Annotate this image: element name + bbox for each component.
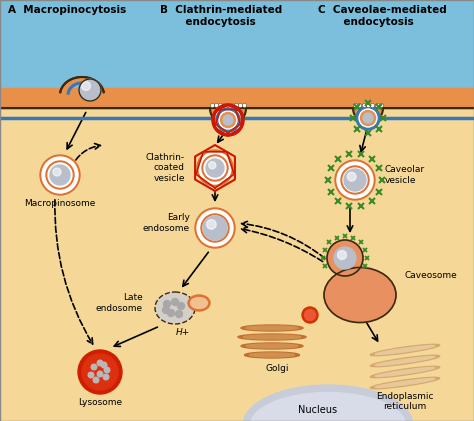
Circle shape [223,115,233,125]
Circle shape [363,113,373,123]
Circle shape [195,208,235,248]
Circle shape [203,216,227,240]
Circle shape [50,165,70,185]
Polygon shape [60,77,104,93]
Circle shape [335,160,375,200]
Circle shape [175,311,182,317]
Ellipse shape [370,344,440,356]
Text: Nucleus: Nucleus [299,405,337,415]
Circle shape [197,210,233,246]
Polygon shape [353,108,383,123]
Ellipse shape [375,346,435,354]
Text: Lysosome: Lysosome [78,398,122,407]
Ellipse shape [191,298,208,309]
Circle shape [42,157,78,193]
Text: Clathrin-
coated
vesicle: Clathrin- coated vesicle [146,153,185,183]
Circle shape [201,214,229,242]
Circle shape [203,216,227,240]
Ellipse shape [370,377,440,389]
Circle shape [220,112,236,128]
Circle shape [93,377,99,383]
Text: Caveosome: Caveosome [405,271,458,280]
Circle shape [53,168,61,176]
Text: H+: H+ [176,328,190,337]
Ellipse shape [375,368,435,376]
Circle shape [334,247,356,269]
Circle shape [337,250,346,259]
Circle shape [302,307,318,323]
Ellipse shape [241,325,303,331]
Circle shape [163,306,170,314]
Ellipse shape [243,335,301,339]
Bar [0,110,474,421]
Circle shape [207,220,216,229]
Text: Caveolar
vesicle: Caveolar vesicle [385,165,425,185]
Ellipse shape [370,355,440,367]
Circle shape [209,162,216,169]
Circle shape [82,354,118,390]
Circle shape [206,159,224,177]
Circle shape [167,309,174,317]
Circle shape [103,374,109,380]
Ellipse shape [375,357,435,365]
Ellipse shape [188,295,210,311]
Circle shape [46,161,74,189]
Circle shape [97,371,103,377]
Text: A  Macropinocytosis: A Macropinocytosis [8,5,126,15]
Circle shape [327,240,363,276]
Circle shape [343,168,367,192]
Circle shape [344,169,366,191]
Ellipse shape [249,353,294,357]
Text: C  Caveolae-mediated
       endocytosis: C Caveolae-mediated endocytosis [318,5,447,27]
Circle shape [104,367,110,373]
Circle shape [177,303,184,309]
Circle shape [204,157,226,179]
Text: Endoplasmic
reticulum: Endoplasmic reticulum [376,392,434,411]
Bar [0,88,474,143]
Circle shape [347,172,356,181]
Circle shape [359,109,377,127]
Circle shape [101,362,107,368]
Text: Golgi: Golgi [265,364,289,373]
Circle shape [341,166,369,194]
Circle shape [361,110,375,125]
Ellipse shape [246,326,298,330]
Circle shape [202,155,228,181]
Ellipse shape [370,366,440,378]
Circle shape [172,298,179,306]
Ellipse shape [250,392,405,421]
Text: Macropinosome: Macropinosome [24,199,96,208]
Circle shape [91,364,97,370]
Circle shape [97,360,103,366]
Circle shape [199,152,231,184]
Text: Late
endosome: Late endosome [96,293,143,313]
Circle shape [304,309,316,320]
Ellipse shape [246,344,298,348]
Circle shape [213,105,243,135]
Bar [0,0,474,115]
Circle shape [40,155,80,195]
Ellipse shape [241,343,303,349]
Circle shape [48,163,72,187]
Ellipse shape [155,292,195,324]
Text: B  Clathrin-mediated
       endocytosis: B Clathrin-mediated endocytosis [160,5,282,27]
Ellipse shape [375,378,435,387]
Circle shape [82,82,91,91]
Circle shape [88,372,94,378]
Circle shape [164,301,171,307]
Circle shape [337,162,373,198]
Circle shape [219,111,237,129]
Ellipse shape [243,385,413,421]
Ellipse shape [324,267,396,322]
Ellipse shape [245,352,300,358]
Polygon shape [210,108,246,126]
Ellipse shape [238,334,306,340]
Circle shape [356,106,380,130]
Circle shape [78,350,122,394]
Text: Early
endosome: Early endosome [143,213,190,233]
Circle shape [79,79,101,101]
Circle shape [197,150,233,186]
Circle shape [216,108,240,132]
